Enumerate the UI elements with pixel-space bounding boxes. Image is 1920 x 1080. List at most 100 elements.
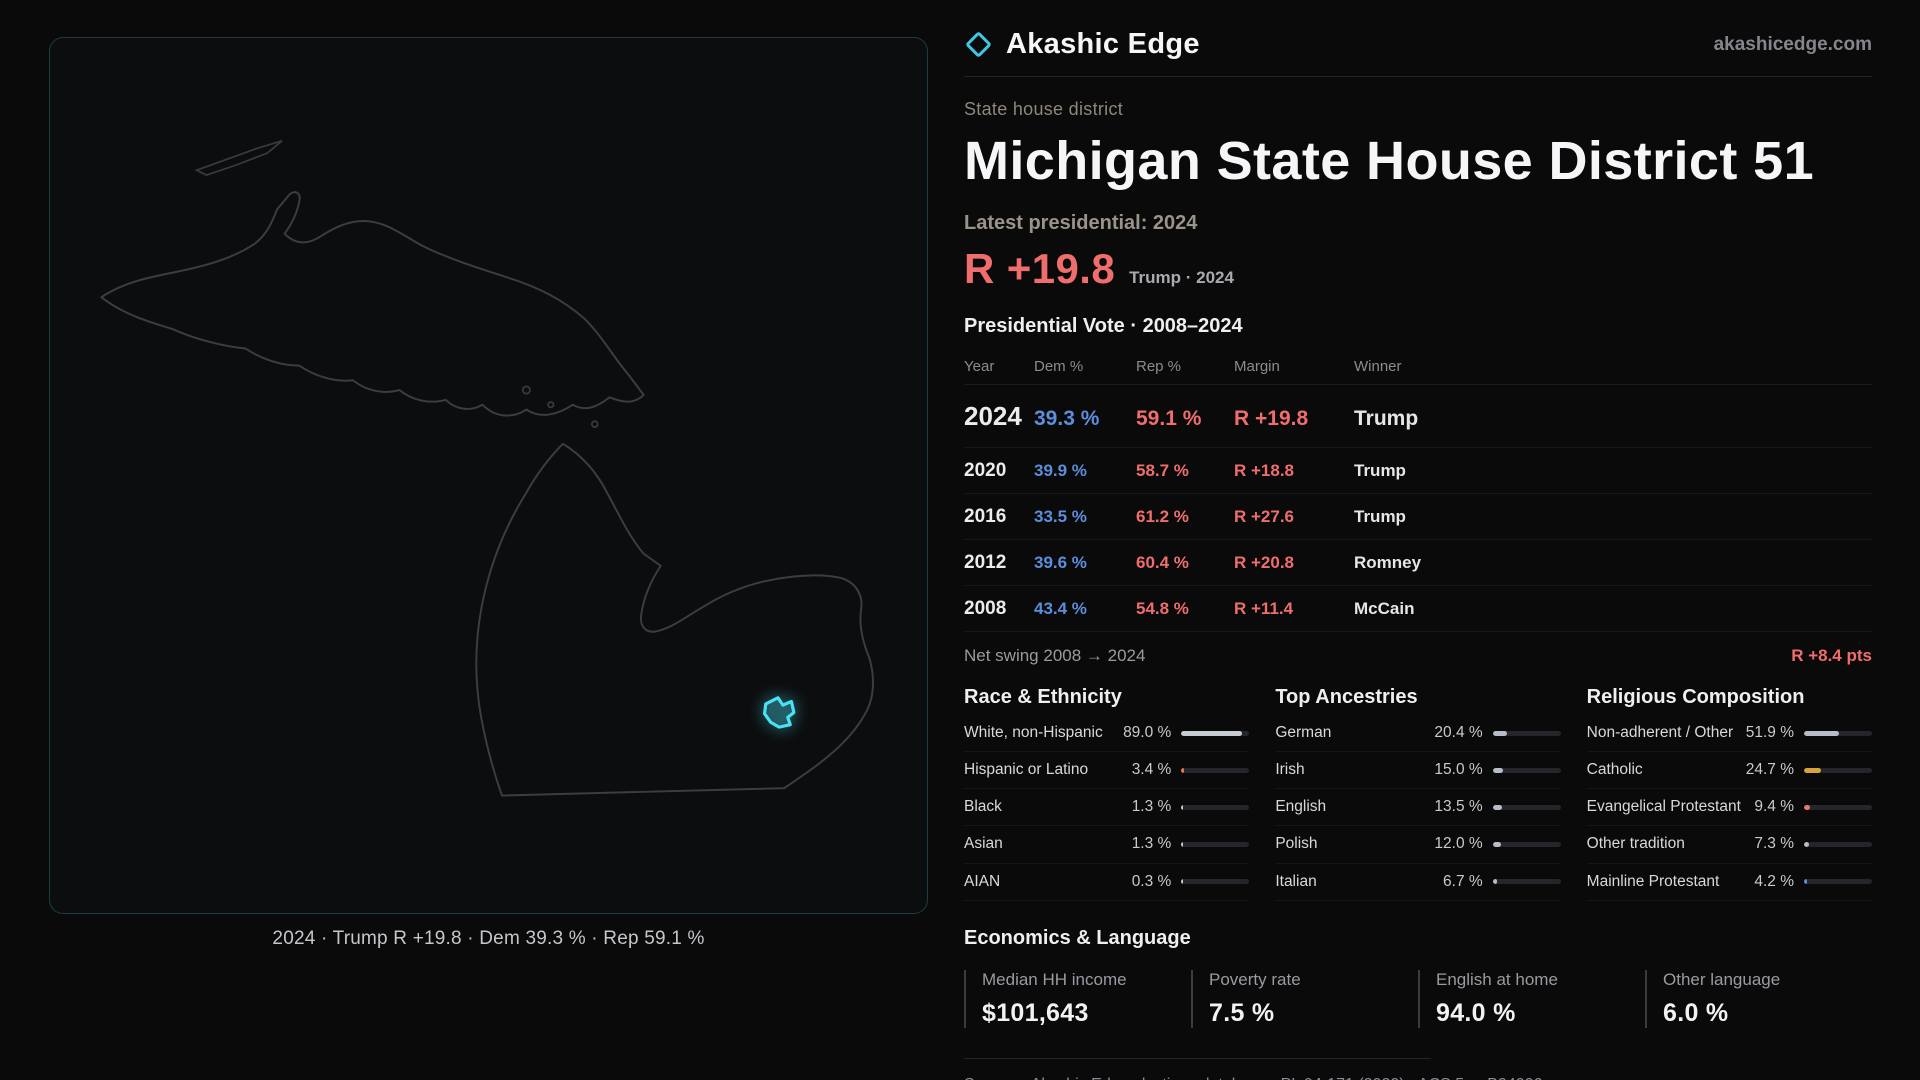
demographic-row: White, non-Hispanic 89.0 % (964, 715, 1250, 753)
vote-table-header: Year Dem % Rep % Margin Winner (964, 348, 1872, 385)
stat-label: White, non-Hispanic (964, 724, 1103, 741)
stat-label: Catholic (1586, 761, 1643, 779)
demographics-section: Race & Ethnicity White, non-Hispanic 89.… (964, 686, 1872, 901)
sources-line: Sources: Akashic Edge elections database… (964, 1076, 1872, 1080)
stat-value: 89.0 % (1123, 724, 1172, 742)
stat-value: $101,643 (982, 998, 1089, 1027)
col-year: Year (964, 358, 995, 375)
year-cell: 2012 (964, 552, 1007, 573)
stat-value: 7.3 % (1754, 835, 1794, 853)
demographic-row: Hispanic or Latino 3.4 % (964, 752, 1250, 790)
vote-table-title: Presidential Vote · 2008–2024 (964, 315, 1243, 337)
net-swing-row: Net swing 2008 → 2024 R +8.4 pts (964, 632, 1872, 668)
stat-label: Evangelical Protestant (1586, 798, 1741, 816)
col-winner: Winner (1354, 358, 1402, 375)
vote-row-2024: 2024 39.3 % 59.1 % R +19.8 Trump (964, 385, 1872, 448)
race-title: Race & Ethnicity (964, 686, 1122, 708)
stat-bar (1181, 841, 1250, 847)
state-outline-lower-peninsula (475, 442, 874, 797)
stat-value: 1.3 % (1131, 798, 1172, 816)
dem-cell: 39.9 % (1034, 461, 1087, 480)
stat-value: 6.7 % (1443, 872, 1483, 890)
page-title: Michigan State House District 51 (964, 131, 1815, 191)
stat-value: 12.0 % (1434, 835, 1483, 853)
stat-value: 9.4 % (1754, 798, 1794, 816)
margin-cell: R +11.4 (1234, 599, 1294, 618)
headline-margin-context: Trump · 2024 (1129, 268, 1234, 287)
demographic-row: Other tradition 7.3 % (1586, 826, 1872, 864)
stat-label: Other language (1663, 969, 1781, 989)
vote-row-2020: 2020 39.9 % 58.7 % R +18.8 Trump (964, 448, 1872, 494)
vote-row-2016: 2016 33.5 % 61.2 % R +27.6 Trump (964, 494, 1872, 540)
stat-median-hh-income: Median HH income $101,643 (964, 969, 1191, 1028)
stat-value: 7.5 % (1209, 998, 1275, 1027)
stat-value: 24.7 % (1745, 761, 1794, 779)
rep-cell: 61.2 % (1136, 507, 1189, 526)
demographic-row: Mainline Protestant 4.2 % (1586, 864, 1872, 901)
map-caption: 2024 · Trump R +19.8 · Dem 39.3 % · Rep … (272, 928, 705, 949)
col-margin: Margin (1234, 358, 1280, 375)
margin-cell: R +27.6 (1234, 507, 1295, 526)
app-header: Akashic Edge akashicedge.com (964, 28, 1872, 61)
stat-poverty-rate: Poverty rate 7.5 % (1191, 969, 1418, 1028)
stat-label: Median HH income (982, 969, 1127, 989)
demographic-row: Catholic 24.7 % (1586, 752, 1872, 790)
col-dem: Dem % (1034, 358, 1084, 375)
section-top-ancestries: Top Ancestries German 20.4 % Irish 15.0 … (1275, 686, 1561, 901)
stat-label: English (1275, 798, 1327, 816)
ancestries-title: Top Ancestries (1275, 686, 1418, 708)
stat-label: Black (964, 798, 1002, 816)
demographic-row: Irish 15.0 % (1275, 752, 1561, 790)
stat-label: Hispanic or Latino (964, 761, 1089, 779)
beaver-island (521, 385, 531, 395)
economics-title: Economics & Language (964, 926, 1191, 949)
demographic-row: Asian 1.3 % (964, 826, 1250, 864)
stat-bar (1181, 804, 1250, 810)
stat-value: 51.9 % (1745, 724, 1794, 742)
dem-cell: 39.3 % (1034, 407, 1100, 430)
stat-label: English at home (1436, 969, 1558, 989)
rep-cell: 59.1 % (1136, 407, 1202, 430)
stat-bar (1181, 767, 1250, 773)
lake-island (547, 401, 555, 409)
demographic-row: Polish 12.0 % (1275, 826, 1561, 864)
stat-other-language: Other language 6.0 % (1645, 969, 1872, 1028)
year-cell: 2024 (964, 401, 1022, 431)
stat-value: 4.2 % (1754, 872, 1794, 890)
district-highlight (762, 696, 796, 729)
stat-value: 13.5 % (1434, 798, 1483, 816)
header-divider (964, 76, 1872, 77)
report-content: Akashic Edge akashicedge.com State house… (964, 28, 1872, 1080)
year-cell: 2020 (964, 460, 1007, 481)
stat-bar (1492, 841, 1561, 847)
brand: Akashic Edge (964, 28, 1200, 61)
stat-label: Italian (1275, 872, 1317, 890)
stat-value: 3.4 % (1131, 761, 1172, 779)
section-kicker: State house district (964, 99, 1124, 119)
demographic-row: Evangelical Protestant 9.4 % (1586, 789, 1872, 827)
demographic-row: AIAN 0.3 % (964, 864, 1250, 901)
stat-bar (1804, 767, 1872, 773)
stat-value: 20.4 % (1434, 724, 1483, 742)
michigan-map (100, 140, 874, 797)
stat-bar (1181, 879, 1250, 885)
year-cell: 2008 (964, 598, 1007, 619)
net-swing-value: R +8.4 pts (1791, 646, 1872, 665)
stat-label: Polish (1275, 835, 1318, 853)
stat-label: Poverty rate (1209, 969, 1301, 989)
stat-bar (1181, 730, 1250, 736)
winner-cell: McCain (1354, 599, 1415, 618)
stat-bar (1492, 879, 1561, 885)
stat-value: 1.3 % (1131, 835, 1172, 853)
margin-cell: R +18.8 (1234, 461, 1295, 480)
stat-bar (1492, 730, 1561, 736)
dem-cell: 43.4 % (1034, 599, 1087, 618)
section-race-ethnicity: Race & Ethnicity White, non-Hispanic 89.… (964, 686, 1250, 901)
footer-divider (964, 1057, 1431, 1059)
col-rep: Rep % (1136, 358, 1182, 375)
year-cell: 2016 (964, 506, 1007, 527)
religion-title: Religious Composition (1586, 686, 1805, 708)
brand-domain-link[interactable]: akashicedge.com (1713, 33, 1872, 55)
dem-cell: 39.6 % (1034, 553, 1087, 572)
